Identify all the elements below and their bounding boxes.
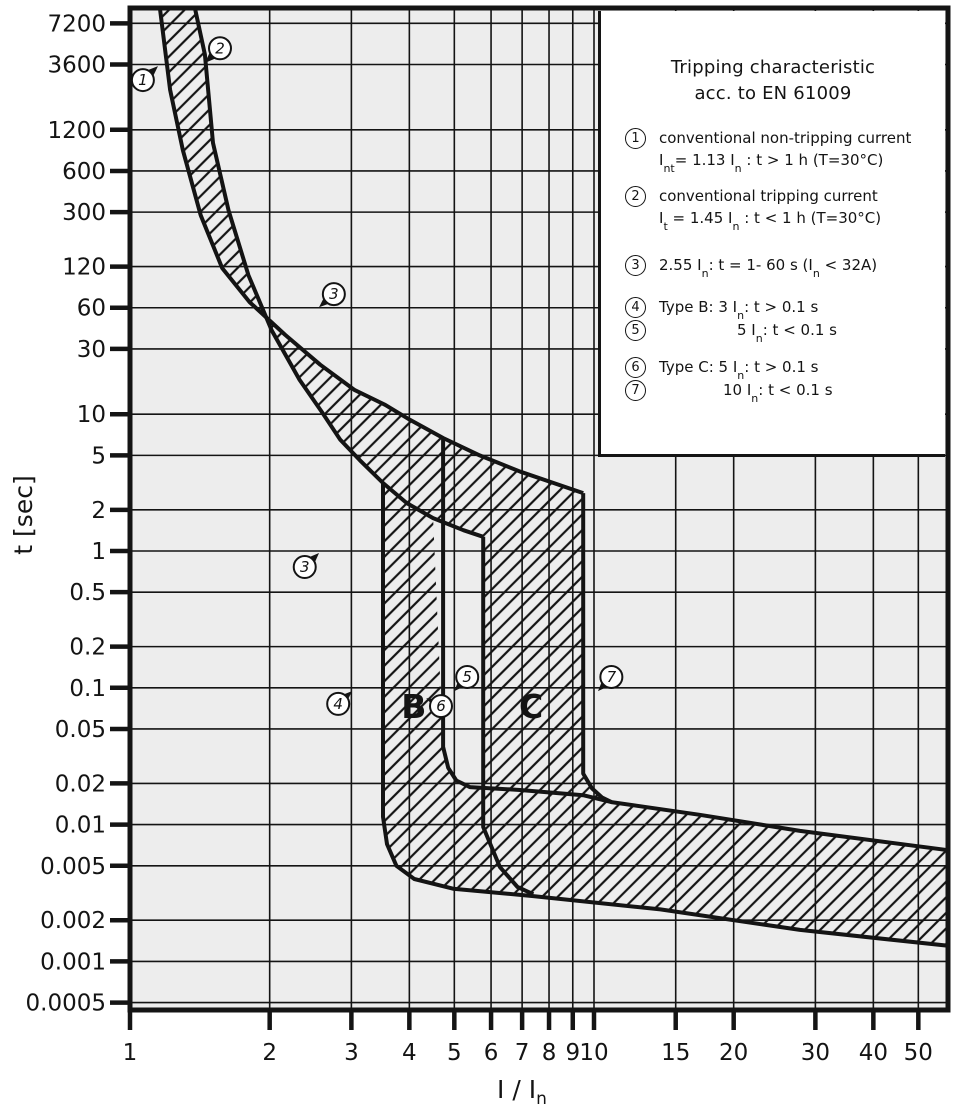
x-tick-label: 3 [344,1040,359,1066]
x-tick-label: 1 [123,1040,138,1066]
y-tick-label: 30 [77,337,106,363]
y-tick-label: 300 [62,200,106,226]
legend-item-6: 6 Type C: 5 In: t > 0.1 s [601,356,945,382]
marker-number: 1 [138,71,148,89]
y-tick-label: 7200 [47,11,106,37]
x-tick-label: 5 [447,1040,462,1066]
y-tick-label: 0.5 [69,580,106,606]
x-tick-label: 50 [904,1040,933,1066]
x-tick-label: 15 [661,1040,690,1066]
x-tick-label: 2 [262,1040,277,1066]
plot-frame [127,5,951,1013]
tick-marks [110,21,921,1030]
curve-1-nontripping [157,7,584,495]
y-tick-label: 0.002 [40,908,106,934]
legend-item-text: 5 In: t < 0.1 s [737,321,837,345]
y-tick-label: 10 [77,402,106,428]
legend-item-text: Type C: 5 In: t > 0.1 s [659,358,819,382]
marker-circle-3 [292,554,317,579]
y-tick-label: 0.001 [40,949,106,975]
y-tick-label: 5 [91,443,106,469]
legend-item-number-badge: 3 [625,255,646,276]
tripping-band-hatch-fill [159,8,949,946]
x-tick-label: 40 [859,1040,888,1066]
region-label-B: B [401,687,426,726]
legend-item-1: 1 conventional non-tripping current Int= 1… [601,127,945,175]
type-c-upper-limit [581,493,613,804]
x-tick-label: 8 [542,1040,557,1066]
legend-item-number-badge: 1 [625,128,646,149]
legend-item-5: 5 5 In: t < 0.1 s [601,319,945,345]
type-b-upper-limit [441,438,949,853]
tripping-band [157,7,949,948]
x-tick-label: 10 [579,1040,608,1066]
marker-circle-5 [455,664,480,689]
marker-number: 3 [329,285,339,303]
y-tick-label: 2 [91,498,106,524]
y-tick-label: 0.0005 [26,991,106,1017]
legend-item-2: 2 conventional tripping current It = 1.45 … [601,185,945,233]
legend-item-number-badge: 6 [625,357,646,378]
legend-item-3: 3 2.55 In: t = 1- 60 s (In < 32A) [601,254,945,280]
curve-markers: 1 2 3 3 4 56 7 [130,36,624,719]
y-tick-label: 0.005 [40,854,106,880]
x-tick-label: 20 [719,1040,748,1066]
marker-number: 6 [436,697,446,715]
marker-number: 7 [607,668,617,686]
legend-item-text: conventional non-tripping current Int= 1.… [659,129,912,175]
y-tick-label: 0.02 [55,771,106,797]
legend-title: Tripping characteristic acc. to EN 61009 [601,55,945,107]
y-tick-label: 0.1 [69,676,106,702]
marker-circle-2 [207,36,232,61]
legend-item-number-badge: 5 [625,320,646,341]
x-tick-label: 9 [565,1040,580,1066]
x-axis-title: I / In [497,1075,547,1109]
marker-circle-6 [428,694,453,719]
marker-number: 4 [333,695,343,713]
legend-item-text: Type B: 3 In: t > 0.1 s [659,298,819,322]
type-c-lower-limit [481,536,535,897]
legend-item-number-badge: 4 [625,297,646,318]
legend-title-line1: Tripping characteristic [670,57,876,78]
legend-item-text: 10 In: t < 0.1 s [723,381,833,405]
y-tick-label: 60 [77,296,106,322]
x-tick-label: 30 [801,1040,830,1066]
y-tick-label: 120 [62,255,106,281]
y-axis-title: t [sec] [9,475,38,554]
marker-circle-4 [326,691,351,716]
region-label-C: C [519,687,543,726]
marker-circle-3 [321,282,346,307]
legend-title-line2: acc. to EN 61009 [694,83,852,104]
marker-circle-7 [599,664,624,689]
y-tick-label: 600 [62,159,106,185]
marker-number: 3 [300,558,310,576]
marker-number: 5 [462,668,472,686]
legend-item-number-badge: 2 [625,186,646,207]
x-tick-label: 4 [402,1040,417,1066]
y-tick-label: 3600 [47,52,106,78]
legend-item-text: conventional tripping current It = 1.45 I… [659,187,882,233]
legend-item-number-badge: 7 [625,380,646,401]
legend-box: Tripping characteristic acc. to EN 61009… [598,11,945,457]
x-tick-label: 6 [484,1040,499,1066]
marker-number: 2 [215,39,225,57]
x-tick-label: 7 [515,1040,530,1066]
legend-item-text: 2.55 In: t = 1- 60 s (In < 32A) [659,256,878,280]
y-tick-label: 1200 [47,118,106,144]
curve-2-tripping [192,7,484,539]
y-tick-label: 0.2 [69,635,106,661]
type-b-lower-limit [381,483,949,948]
y-tick-label: 1 [91,539,106,565]
y-tick-label: 0.01 [55,813,106,839]
y-tick-label: 0.05 [55,717,106,743]
legend-item-7: 7 10 In: t < 0.1 s [601,379,945,405]
legend-item-4: 4 Type B: 3 In: t > 0.1 s [601,296,945,322]
